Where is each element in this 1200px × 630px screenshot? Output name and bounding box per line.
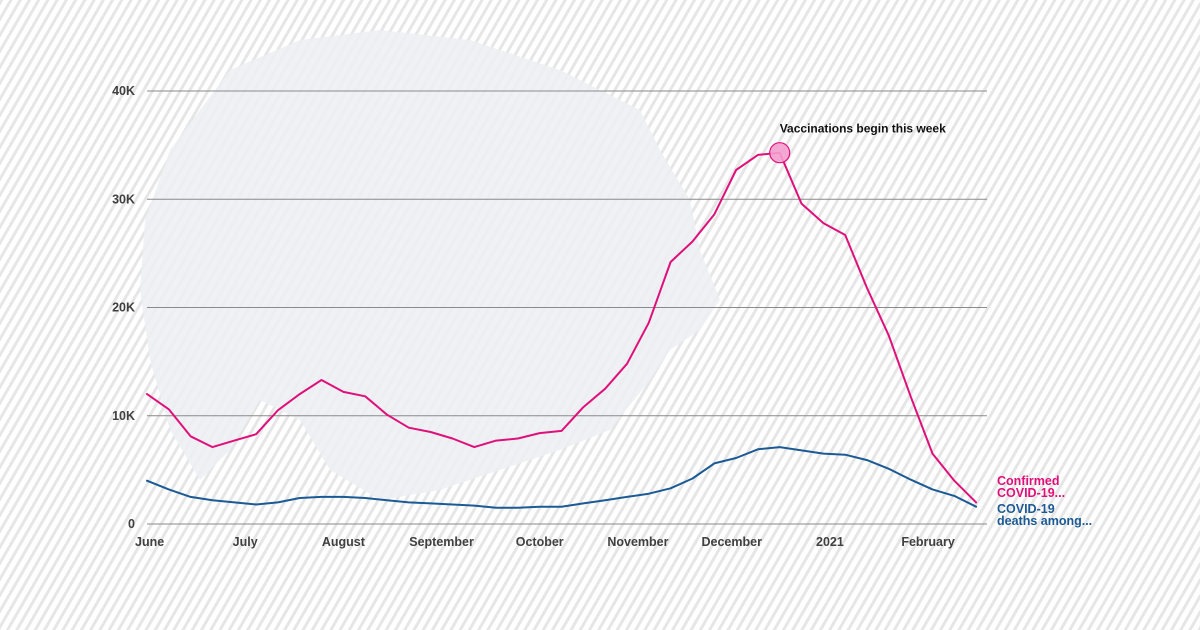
y-tick-label-1: 10K [112,409,135,423]
grid-lines [147,90,987,525]
x-axis: June July August September October November De… [135,535,955,549]
y-tick-label-3: 30K [112,192,135,206]
x-tick-label-1: July [233,535,258,549]
x-tick-label-2: August [322,535,366,549]
x-tick-label-3: September [409,535,474,549]
x-tick-label-4: October [516,535,564,549]
annotation-label-0: Vaccinations begin this week [780,122,946,136]
series-label-line-0-1: COVID-19... [997,486,1065,500]
series-label-line-1-0: COVID-19 [997,502,1055,516]
series-label-0: Confirmed COVID-19... [997,474,1065,500]
map-silhouette [140,30,720,500]
series-line-0 [146,151,978,504]
series-line-1 [146,446,978,509]
series-label-line-1-1: deaths among... [997,514,1092,528]
series-lines [146,151,978,509]
series-label-line-0-0: Confirmed [997,474,1060,488]
y-tick-label-0: 0 [128,517,135,531]
x-tick-label-7: 2021 [816,535,844,549]
annotations: Vaccinations begin this week [769,122,946,164]
annotation-marker-0 [769,142,791,164]
x-tick-label-0: June [135,535,164,549]
x-tick-label-5: November [607,535,668,549]
y-tick-label-4: 40K [112,84,135,98]
x-tick-label-8: February [901,535,955,549]
series-labels: Confirmed COVID-19...COVID-19 deaths among… [997,474,1092,528]
series-label-1: COVID-19 deaths among... [997,502,1092,528]
y-tick-label-2: 20K [112,301,135,315]
x-tick-label-6: December [702,535,763,549]
y-axis: 0 10K 20K 30K 40K [112,84,135,531]
